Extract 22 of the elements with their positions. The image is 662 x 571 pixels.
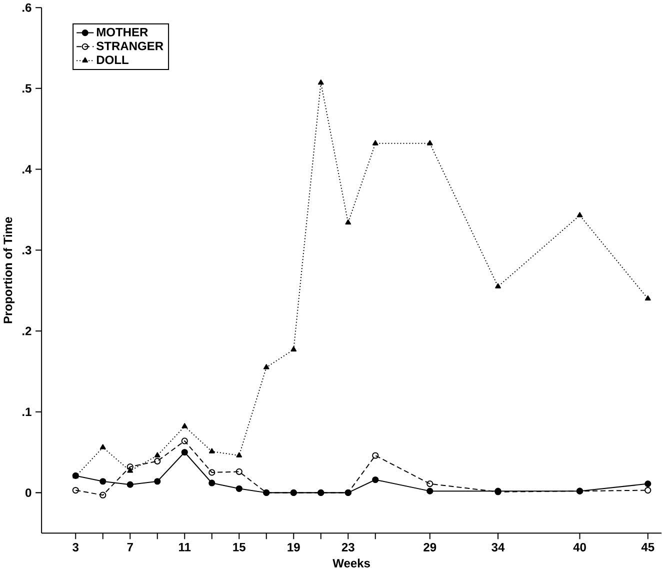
y-tick-label: .6 — [22, 3, 32, 12]
legend-label: STRANGER — [96, 42, 164, 50]
legend-label: DOLL — [96, 56, 128, 64]
y-tick-label: .2 — [22, 326, 32, 336]
x-tick-label: 40 — [573, 543, 586, 552]
x-tick-label: 45 — [641, 543, 654, 552]
legend-label: MOTHER — [96, 28, 148, 36]
y-tick-label: 0 — [26, 488, 32, 498]
x-tick-label: 19 — [288, 543, 300, 552]
x-tick-label: 7 — [127, 543, 133, 552]
x-tick-label: 23 — [342, 543, 354, 552]
x-tick-label: 29 — [424, 543, 436, 552]
x-tick-label: 15 — [233, 543, 246, 552]
y-axis-title: Proportion of Time — [3, 217, 15, 324]
x-tick-label: 11 — [179, 543, 191, 552]
y-tick-label: .4 — [22, 165, 32, 174]
x-axis-title: Weeks — [332, 558, 370, 568]
x-tick-label: 34 — [492, 543, 505, 552]
x-tick-label: 3 — [72, 543, 79, 552]
y-tick-label: .1 — [22, 408, 32, 416]
y-tick-label: .5 — [22, 84, 32, 93]
y-tick-label: .3 — [22, 246, 32, 254]
